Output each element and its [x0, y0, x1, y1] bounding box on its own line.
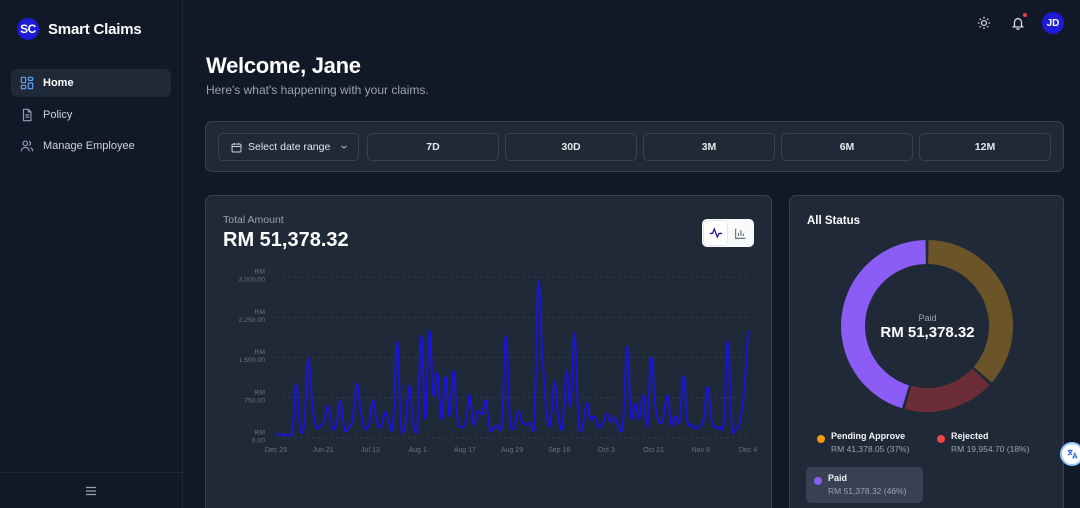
legend-value: RM 41,378.05 (37%) [831, 444, 910, 454]
range-button-6m[interactable]: 6M [781, 133, 913, 161]
legend-dot [937, 435, 945, 443]
sun-icon [977, 16, 991, 30]
x-tick-label: Aug 1 [408, 447, 426, 454]
legend-value: RM 51,378.32 (46%) [828, 486, 907, 496]
date-filter-bar: Select date range 7D 30D 3M 6M 12M [205, 121, 1064, 172]
sidebar-item-label: Manage Employee [43, 140, 135, 152]
x-tick-label: Oct 3 [598, 447, 615, 454]
x-tick-label: Aug 17 [454, 447, 476, 454]
sidebar-footer [0, 472, 182, 508]
status-donut-chart [841, 240, 1013, 412]
x-tick-label: Jul 13 [361, 447, 380, 454]
y-tick-label: 1,500.00 [239, 357, 266, 364]
document-icon [22, 108, 32, 121]
legend-name: Pending Approve [831, 431, 906, 441]
x-tick-label: Aug 29 [501, 447, 523, 454]
translate-widget-button[interactable] [1060, 442, 1080, 466]
sidebar: SC Smart Claims Home Policy Manage Emplo… [0, 0, 183, 508]
donut-center-label: Paid [918, 313, 937, 323]
x-tick-label: Sep 16 [548, 447, 570, 454]
legend-name: Rejected [951, 431, 989, 441]
range-button-12m[interactable]: 12M [919, 133, 1051, 161]
x-tick-label: Dec 4 [739, 447, 757, 454]
y-tick-label: 3,000.00 [239, 277, 266, 284]
sidebar-nav: Home Policy Manage Employee [11, 69, 171, 164]
legend-item-pending-approve[interactable]: Pending Approve RM 41,378.05 (37%) [809, 425, 917, 460]
calendar-icon [231, 142, 242, 152]
donut-slice-rejected[interactable] [904, 368, 990, 412]
notification-badge [1023, 13, 1027, 17]
page-subtitle: Here's what's happening with your claims… [206, 83, 429, 97]
range-button-30d[interactable]: 30D [505, 133, 637, 161]
bar-chart-toggle[interactable] [729, 221, 752, 245]
y-tick-label: RM [254, 389, 265, 396]
range-button-3m[interactable]: 3M [643, 133, 775, 161]
theme-toggle-button[interactable] [974, 13, 994, 33]
legend-item-paid[interactable]: Paid RM 51,378.32 (46%) [806, 467, 923, 503]
series-line [275, 279, 749, 437]
dashboard-icon [20, 76, 34, 90]
sidebar-item-label: Home [43, 77, 74, 89]
brand[interactable]: SC Smart Claims [17, 18, 142, 40]
y-tick-label: RM [254, 349, 265, 356]
line-chart-toggle[interactable] [704, 221, 727, 245]
legend-name: Paid [828, 473, 848, 483]
activity-icon [709, 227, 722, 239]
x-tick-label: Jun 21 [313, 447, 334, 454]
topbar-actions: JD [974, 12, 1064, 34]
sidebar-item-policy[interactable]: Policy [11, 101, 171, 129]
brand-logo: SC [17, 18, 39, 40]
hamburger-icon[interactable] [85, 486, 97, 496]
legend-dot [814, 477, 822, 485]
total-amount-value: RM 51,378.32 [223, 229, 349, 251]
translate-icon [1067, 449, 1078, 459]
y-tick-label: 0.00 [252, 438, 265, 445]
bar-chart-icon [735, 228, 746, 239]
y-tick-label: 750.00 [244, 397, 265, 404]
x-tick-label: Nov 9 [692, 447, 710, 454]
sidebar-item-manage-employee[interactable]: Manage Employee [11, 132, 171, 160]
brand-name: Smart Claims [48, 20, 142, 38]
notifications-button[interactable] [1008, 13, 1028, 33]
page-title: Welcome, Jane [206, 53, 361, 78]
y-tick-label: RM [254, 309, 265, 316]
bell-icon [1012, 18, 1024, 30]
sidebar-item-label: Policy [43, 108, 73, 121]
x-tick-label: Dec 25 [265, 447, 287, 454]
range-button-7d[interactable]: 7D [367, 133, 499, 161]
chevron-down-icon [341, 145, 348, 149]
y-tick-label: 2,250.00 [239, 317, 266, 324]
date-range-label: Select date range [248, 141, 331, 153]
donut-slice-paid[interactable] [841, 240, 926, 409]
legend-dot [817, 435, 825, 443]
y-tick-label: RM [254, 430, 265, 437]
donut-center-value: RM 51,378.32 [880, 324, 975, 341]
total-amount-label: Total Amount [223, 214, 284, 226]
legend-item-rejected[interactable]: Rejected RM 19,954.70 (18%) [929, 425, 1037, 460]
donut-slice-pending-approve[interactable] [928, 240, 1013, 383]
line-chart: RM0.00RM750.00RM1,500.00RM2,250.00RM3,00… [239, 269, 758, 455]
chart-type-toggle [702, 219, 754, 247]
total-amount-card: Total Amount RM 51,378.32 RM 0.00 RM 750.00… [205, 195, 772, 508]
all-status-card: All Status Paid RM 51,378.32 Pending App… [789, 195, 1064, 508]
avatar[interactable]: JD [1042, 12, 1064, 34]
sidebar-item-home[interactable]: Home [11, 69, 171, 97]
y-tick-label: RM [254, 269, 265, 276]
status-title: All Status [807, 215, 861, 227]
date-range-picker[interactable]: Select date range [218, 133, 359, 161]
users-icon [20, 140, 34, 152]
legend-value: RM 19,954.70 (18%) [951, 444, 1030, 454]
x-tick-label: Oct 21 [643, 447, 664, 454]
